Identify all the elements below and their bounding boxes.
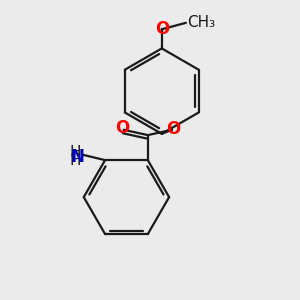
Text: O: O xyxy=(166,120,180,138)
Text: CH₃: CH₃ xyxy=(187,15,215,30)
Text: N: N xyxy=(70,148,85,166)
Text: O: O xyxy=(115,119,130,137)
Text: H: H xyxy=(70,153,81,168)
Text: H: H xyxy=(70,145,81,160)
Text: O: O xyxy=(155,20,169,38)
